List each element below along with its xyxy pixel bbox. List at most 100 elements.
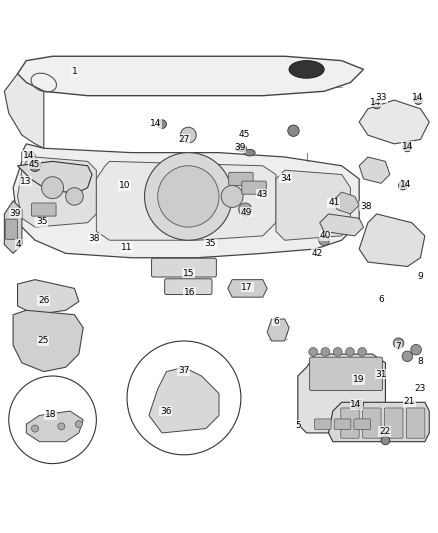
Text: 10: 10 [119, 181, 131, 190]
Text: 15: 15 [183, 269, 194, 278]
Text: 4: 4 [16, 240, 21, 249]
PathPatch shape [4, 201, 22, 253]
Text: 8: 8 [417, 357, 424, 366]
FancyBboxPatch shape [354, 419, 371, 430]
Text: 25: 25 [37, 336, 49, 345]
Circle shape [411, 344, 421, 355]
Text: 16: 16 [184, 288, 195, 297]
Text: 49: 49 [240, 208, 252, 217]
Text: 14: 14 [402, 142, 413, 150]
PathPatch shape [13, 144, 359, 258]
Text: 31: 31 [375, 370, 387, 379]
Circle shape [321, 348, 330, 356]
Circle shape [381, 436, 390, 445]
PathPatch shape [18, 157, 96, 227]
PathPatch shape [333, 192, 359, 214]
Text: 6: 6 [273, 317, 279, 326]
FancyBboxPatch shape [385, 408, 403, 438]
Circle shape [75, 421, 82, 427]
Text: 13: 13 [20, 176, 31, 185]
Text: 17: 17 [241, 282, 253, 292]
Circle shape [26, 151, 35, 160]
FancyBboxPatch shape [406, 408, 425, 438]
FancyBboxPatch shape [314, 419, 331, 430]
Text: 14: 14 [23, 151, 34, 160]
Circle shape [346, 348, 354, 356]
Text: 35: 35 [205, 239, 216, 248]
PathPatch shape [18, 161, 92, 192]
FancyBboxPatch shape [334, 419, 351, 430]
FancyBboxPatch shape [341, 408, 359, 438]
Text: 14: 14 [370, 98, 381, 107]
PathPatch shape [228, 280, 267, 297]
Text: 27: 27 [178, 135, 190, 144]
Text: 19: 19 [353, 375, 364, 384]
PathPatch shape [359, 214, 425, 266]
Circle shape [221, 185, 243, 207]
Text: 22: 22 [379, 427, 390, 436]
Text: 35: 35 [36, 217, 47, 227]
PathPatch shape [359, 157, 390, 183]
Circle shape [358, 348, 367, 356]
FancyBboxPatch shape [32, 203, 56, 216]
FancyBboxPatch shape [363, 408, 381, 438]
Text: 14: 14 [399, 180, 411, 189]
Circle shape [158, 120, 166, 128]
PathPatch shape [18, 280, 79, 314]
PathPatch shape [328, 402, 429, 442]
Text: 45: 45 [28, 159, 40, 168]
Circle shape [58, 423, 65, 430]
Circle shape [309, 348, 318, 356]
Ellipse shape [236, 145, 246, 151]
Circle shape [319, 235, 329, 246]
Circle shape [145, 152, 232, 240]
Text: 41: 41 [328, 198, 339, 207]
Circle shape [29, 160, 41, 172]
Text: 14: 14 [150, 119, 161, 128]
Text: 23: 23 [414, 384, 425, 393]
Text: 43: 43 [256, 190, 268, 199]
FancyBboxPatch shape [152, 258, 216, 277]
PathPatch shape [276, 170, 350, 240]
Circle shape [42, 177, 64, 199]
Circle shape [355, 400, 364, 409]
Circle shape [393, 338, 404, 349]
Text: 34: 34 [280, 174, 291, 182]
Circle shape [288, 125, 299, 136]
Text: 6: 6 [378, 295, 384, 304]
PathPatch shape [267, 319, 289, 341]
Ellipse shape [289, 61, 324, 78]
Text: 5: 5 [295, 421, 301, 430]
Circle shape [399, 181, 407, 190]
Circle shape [127, 341, 241, 455]
Circle shape [66, 188, 83, 205]
Text: 36: 36 [160, 407, 171, 416]
FancyBboxPatch shape [229, 172, 253, 185]
Circle shape [9, 376, 96, 464]
PathPatch shape [359, 100, 429, 144]
PathPatch shape [149, 367, 219, 433]
Text: 7: 7 [396, 342, 402, 351]
Circle shape [333, 348, 342, 356]
Text: 42: 42 [311, 249, 323, 258]
FancyBboxPatch shape [5, 219, 18, 239]
Text: 37: 37 [178, 366, 190, 375]
Circle shape [180, 127, 196, 143]
Text: 11: 11 [121, 243, 133, 252]
Text: 38: 38 [360, 201, 371, 211]
Text: 26: 26 [38, 296, 49, 305]
Text: 21: 21 [404, 397, 415, 406]
PathPatch shape [18, 56, 364, 96]
Circle shape [239, 203, 252, 216]
Text: 9: 9 [417, 272, 424, 281]
PathPatch shape [13, 310, 83, 372]
Text: 1: 1 [71, 67, 78, 76]
Circle shape [158, 166, 219, 227]
Text: 40: 40 [319, 231, 331, 240]
PathPatch shape [96, 161, 276, 240]
Circle shape [402, 351, 413, 361]
PathPatch shape [298, 354, 385, 433]
PathPatch shape [26, 411, 83, 442]
Text: 33: 33 [375, 93, 387, 102]
Circle shape [372, 100, 381, 109]
